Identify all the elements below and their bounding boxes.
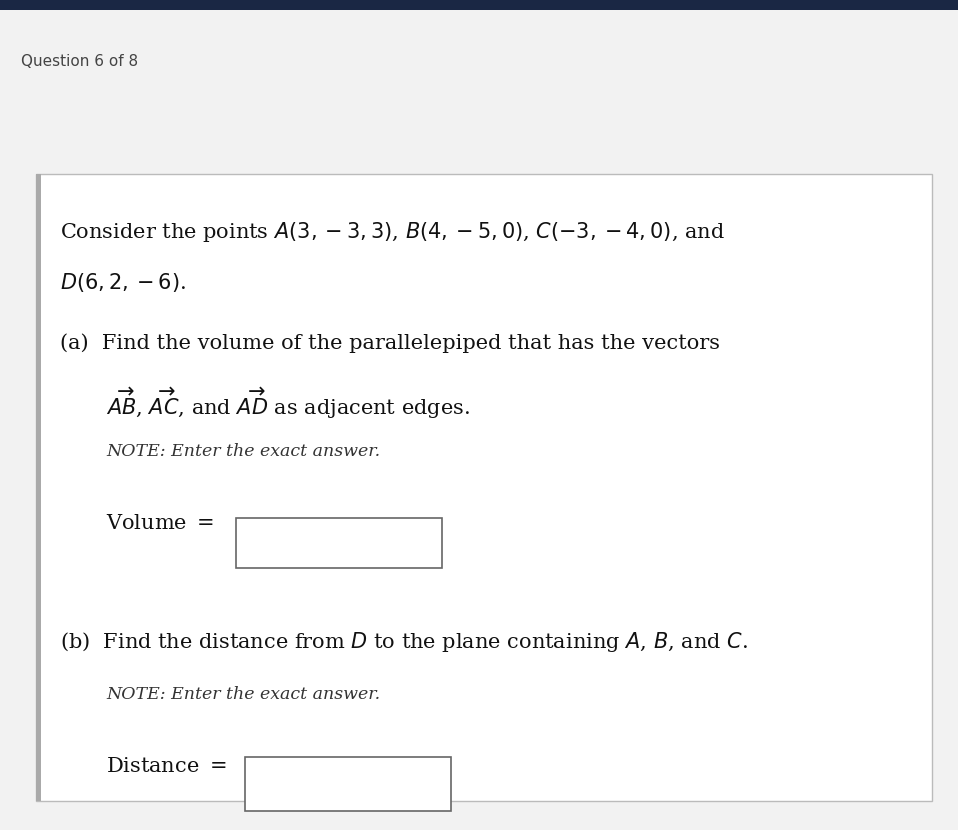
Text: (a)  Find the volume of the parallelepiped that has the vectors: (a) Find the volume of the parallelepipe… [60, 334, 720, 354]
Text: NOTE: Enter the exact answer.: NOTE: Enter the exact answer. [106, 686, 380, 703]
Bar [36, 174, 41, 801]
Text: $\overrightarrow{AB}$, $\overrightarrow{AC}$, and $\overrightarrow{AD}$ as adjac: $\overrightarrow{AB}$, $\overrightarrow{… [106, 385, 470, 421]
Bar [36, 174, 932, 801]
Bar [236, 518, 442, 568]
Text: NOTE: Enter the exact answer.: NOTE: Enter the exact answer. [106, 443, 380, 460]
Text: Consider the points $A(3, -3, 3)$, $B(4, -5, 0)$, $C(-3, -4, 0)$, and: Consider the points $A(3, -3, 3)$, $B(4,… [60, 220, 725, 244]
Text: Question 6 of 8: Question 6 of 8 [21, 54, 138, 69]
Text: Volume $=$: Volume $=$ [106, 514, 215, 533]
Text: $D(6, 2, -6)$.: $D(6, 2, -6)$. [60, 271, 187, 295]
Text: (b)  Find the distance from $D$ to the plane containing $A$, $B$, and $C$.: (b) Find the distance from $D$ to the pl… [60, 630, 748, 654]
Bar [245, 757, 451, 811]
Text: Distance $=$: Distance $=$ [106, 757, 227, 776]
Bar [0, 0, 958, 10]
